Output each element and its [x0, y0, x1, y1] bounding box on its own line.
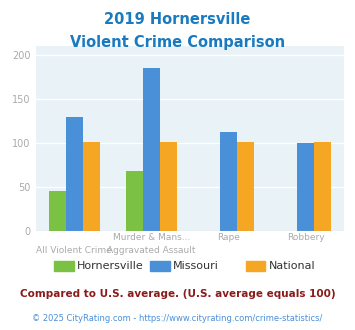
Bar	[160, 142, 177, 231]
Bar	[66, 116, 83, 231]
Text: All Violent Crime: All Violent Crime	[36, 246, 112, 255]
Text: 2019 Hornersville: 2019 Hornersville	[104, 12, 251, 26]
Bar	[143, 68, 160, 231]
Text: Robbery: Robbery	[287, 233, 324, 242]
Text: Aggravated Assault: Aggravated Assault	[107, 246, 196, 255]
Bar	[297, 143, 314, 231]
Bar	[237, 142, 254, 231]
Bar	[220, 132, 237, 231]
Bar	[83, 142, 100, 231]
Text: Hornersville: Hornersville	[77, 261, 144, 271]
Text: Missouri: Missouri	[173, 261, 219, 271]
Text: Violent Crime Comparison: Violent Crime Comparison	[70, 35, 285, 50]
Text: National: National	[269, 261, 316, 271]
Bar	[126, 171, 143, 231]
Text: Rape: Rape	[217, 233, 240, 242]
Text: © 2025 CityRating.com - https://www.cityrating.com/crime-statistics/: © 2025 CityRating.com - https://www.city…	[32, 314, 323, 323]
Bar	[314, 142, 331, 231]
Bar	[49, 190, 66, 231]
Text: Compared to U.S. average. (U.S. average equals 100): Compared to U.S. average. (U.S. average …	[20, 289, 335, 299]
Text: Murder & Mans...: Murder & Mans...	[113, 233, 190, 242]
